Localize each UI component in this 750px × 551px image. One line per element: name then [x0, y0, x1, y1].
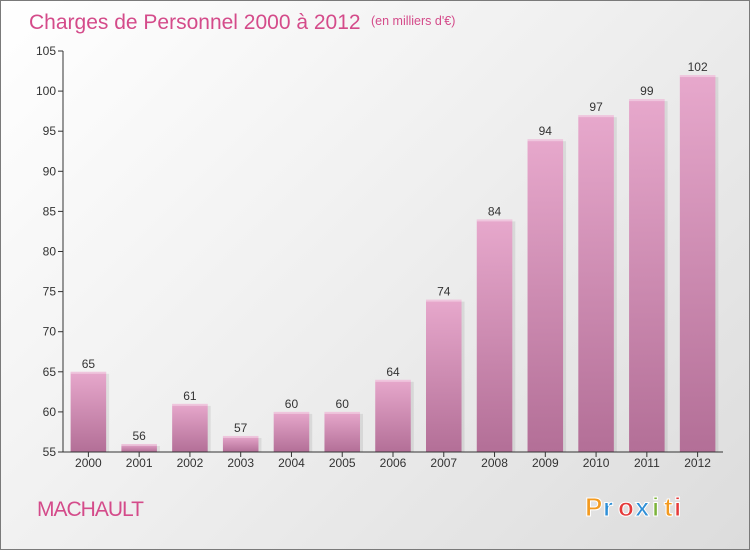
y-tick-label: 75 [43, 285, 57, 299]
brand-letter: x [635, 492, 650, 522]
brand-letter: r [603, 492, 613, 522]
bar-highlight [121, 443, 157, 446]
bar-highlight [324, 411, 360, 414]
bar-value-label: 61 [183, 389, 197, 403]
brand-letter: o [618, 492, 634, 522]
bar-highlight [70, 371, 107, 374]
bar-value-label: 65 [82, 357, 96, 371]
brand-letter: P [585, 492, 602, 522]
x-tick-label: 2000 [75, 456, 102, 470]
bars [70, 75, 719, 453]
chart-subtitle: (en milliers d'€) [371, 14, 455, 28]
brand-letter: i [652, 492, 659, 522]
y-tick-label: 80 [43, 245, 57, 259]
y-tick-label: 65 [43, 365, 57, 379]
bar-value-label: 84 [488, 204, 502, 218]
x-tick-label: 2003 [227, 456, 254, 470]
x-tick-label: 2005 [329, 456, 356, 470]
bar-value-label: 97 [589, 100, 603, 114]
bar-value-label: 64 [386, 365, 400, 379]
bar-2012 [679, 75, 716, 452]
y-tick-label: 95 [43, 124, 57, 138]
x-tick-label: 2011 [634, 456, 660, 470]
bar-value-label: 74 [437, 285, 451, 299]
x-tick-label: 2009 [532, 456, 559, 470]
brand-letter: t [664, 492, 673, 522]
y-tick-label: 60 [43, 405, 57, 419]
bar-2009 [527, 139, 564, 452]
bar-highlight [172, 403, 208, 406]
bar-value-label: 60 [336, 397, 350, 411]
y-tick-label: 105 [36, 44, 56, 58]
brand-letter: i [674, 492, 681, 522]
bar-highlight [476, 219, 513, 222]
x-tick-label: 2001 [126, 456, 153, 470]
x-tick-label: 2002 [177, 456, 204, 470]
y-tick-label: 55 [43, 445, 57, 459]
x-tick-label: 2010 [583, 456, 610, 470]
bar-2004 [273, 411, 310, 452]
bar-highlight [629, 99, 665, 102]
bar-value-label: 60 [285, 397, 299, 411]
bar-highlight [527, 139, 564, 142]
y-tick-label: 85 [43, 204, 57, 218]
bar-value-label: 94 [539, 124, 553, 138]
bar-highlight [679, 75, 716, 78]
x-tick-label: 2004 [278, 456, 305, 470]
bar-2000 [70, 371, 107, 452]
x-tick-label: 2007 [430, 456, 457, 470]
bar-value-label: 56 [132, 429, 146, 443]
commune-name: MACHAULT [37, 498, 144, 521]
bar-2006 [375, 379, 411, 452]
bar-highlight [426, 299, 462, 302]
bar-2008 [476, 219, 513, 452]
bar-2010 [578, 115, 614, 452]
y-axis-ticks: 55 60 65 70 75 80 85 90 95 100 105 [36, 44, 63, 459]
bar-data-labels: 65 56 61 57 60 60 64 74 84 94 97 99 102 [82, 60, 708, 443]
bar-2003 [222, 435, 259, 452]
x-tick-label: 2006 [380, 456, 407, 470]
y-tick-label: 90 [43, 164, 57, 178]
chart-title: Charges de Personnel 2000 à 2012 [29, 11, 361, 34]
bar-2002 [172, 403, 208, 452]
bar-highlight [578, 115, 614, 118]
bar-highlight [273, 411, 310, 414]
x-axis-ticks: 2000 2001 2002 2003 2004 2005 2006 2007 2008 2009… [75, 452, 711, 470]
bar-2011 [629, 99, 665, 453]
x-tick-label: 2012 [684, 456, 711, 470]
bar-2007 [426, 299, 462, 452]
bar-value-label: 57 [234, 421, 248, 435]
axes [62, 51, 723, 453]
bar-highlight [222, 435, 259, 438]
bar-highlight [375, 379, 411, 382]
bar-2001 [121, 443, 157, 452]
y-tick-label: 100 [36, 84, 56, 98]
bar-value-label: 99 [640, 84, 654, 98]
bar-2005 [324, 411, 360, 452]
x-tick-label: 2008 [481, 456, 508, 470]
bar-value-label: 102 [688, 60, 708, 74]
y-tick-label: 70 [43, 325, 57, 339]
